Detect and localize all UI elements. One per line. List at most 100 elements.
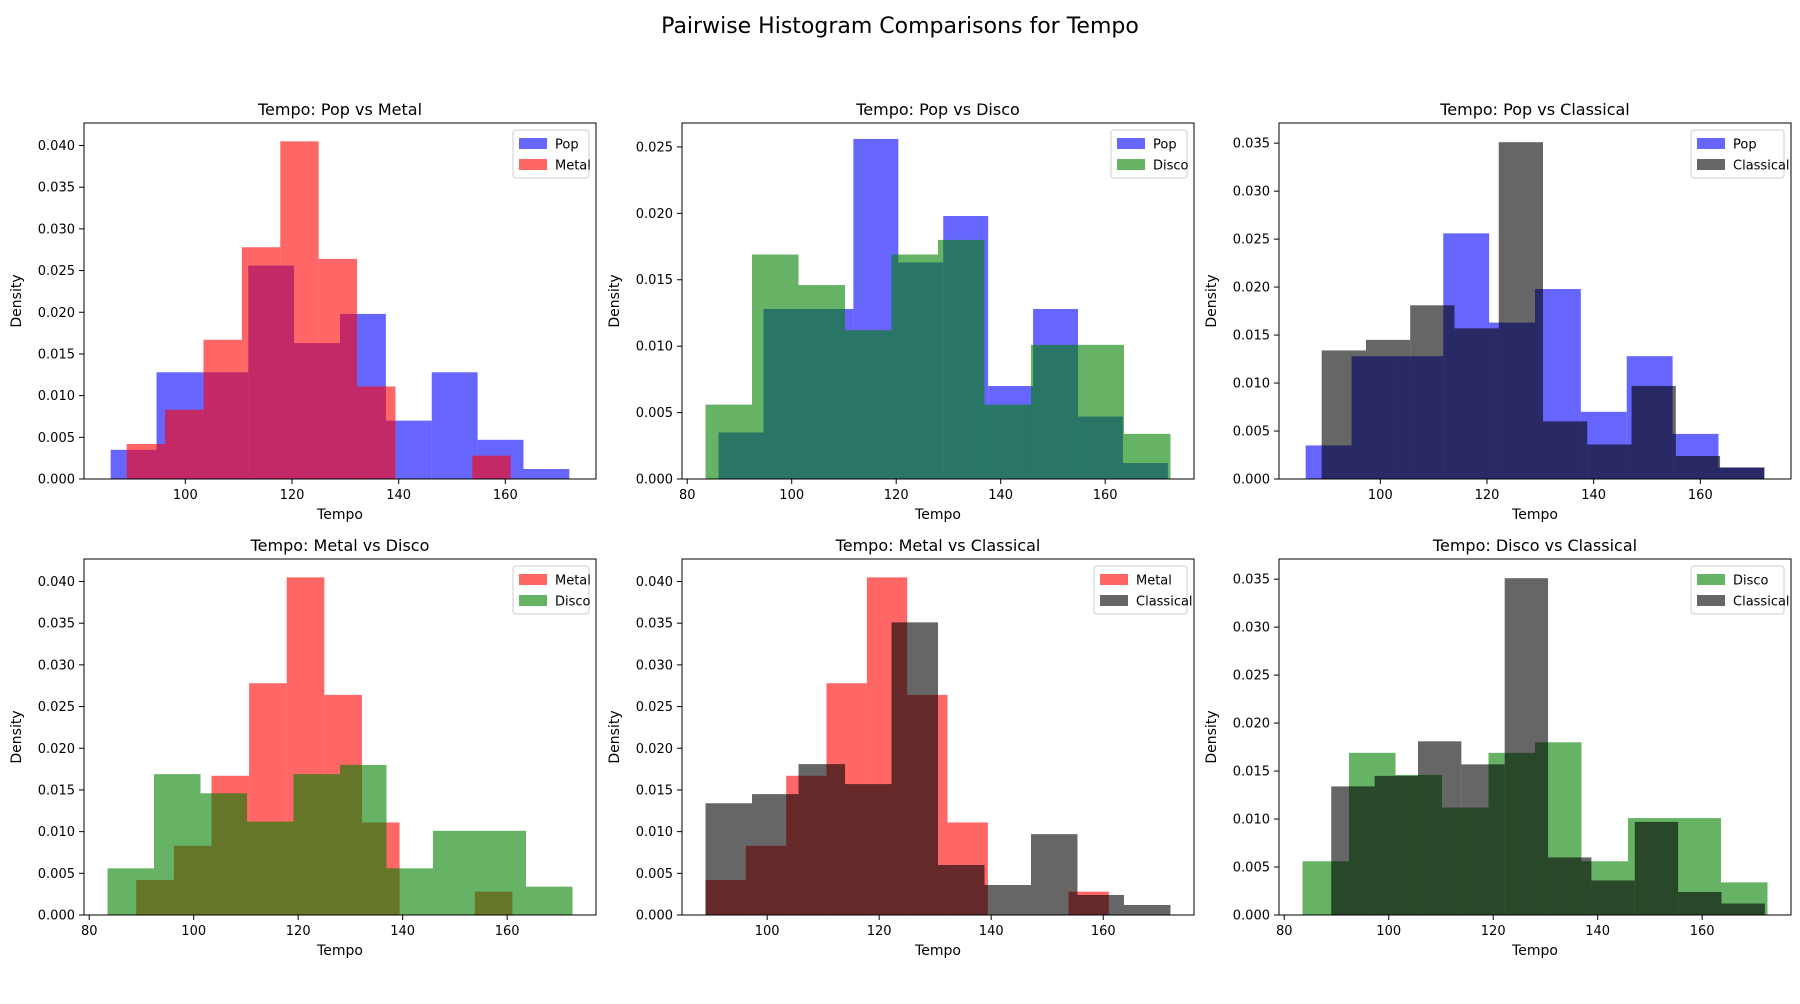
y-tick-label: 0.005 — [636, 406, 673, 421]
y-tick-label: 0.020 — [38, 306, 75, 321]
legend-swatch-disco — [1697, 574, 1725, 585]
series-disco — [705, 239, 1171, 479]
y-tick-label: 0.000 — [1233, 473, 1270, 488]
bar-classical-10 — [1123, 904, 1171, 915]
x-tick-label: 100 — [173, 488, 198, 503]
y-tick-label: 0.025 — [38, 700, 75, 715]
y-tick-label: 0.020 — [1233, 717, 1270, 732]
y-tick-label: 0.025 — [38, 264, 75, 279]
y-tick-label: 0.040 — [38, 575, 75, 590]
bar-pop-10 — [523, 468, 570, 479]
y-tick-label: 0.005 — [1233, 425, 1270, 440]
legend-label-metal: Metal — [555, 574, 591, 589]
legend-label-metal: Metal — [555, 159, 591, 174]
bar-disco-9 — [479, 830, 526, 915]
chart-title: Tempo: Pop vs Classical — [1439, 100, 1630, 119]
bar-classical-8 — [1030, 834, 1078, 915]
y-tick-label: 0.015 — [636, 783, 673, 798]
bar-disco-5 — [293, 774, 340, 915]
bar-classical-3 — [798, 764, 846, 915]
legend-label-disco: Disco — [1153, 159, 1189, 174]
bar-disco-4 — [845, 330, 892, 479]
legend-swatch-metal — [1100, 574, 1128, 585]
y-tick-label: 0.000 — [38, 909, 75, 924]
y-tick-label: 0.005 — [636, 867, 673, 882]
x-tick-label: 140 — [390, 924, 415, 939]
x-axis-label: Tempo — [316, 507, 363, 523]
legend-label-metal: Metal — [1136, 574, 1172, 589]
bar-disco-1 — [107, 868, 155, 915]
y-axis-label: Density — [1204, 274, 1220, 327]
bar-classical-7 — [1591, 880, 1635, 915]
legend-swatch-metal — [519, 159, 547, 170]
axes-frame — [681, 558, 1195, 916]
legend: Pop Metal — [512, 129, 591, 179]
bar-disco-6 — [340, 764, 387, 915]
y-tick-label: 0.035 — [636, 617, 673, 632]
bar-classical-9 — [1675, 455, 1721, 479]
bar-classical-5 — [1504, 578, 1549, 915]
bar-classical-4 — [845, 784, 892, 915]
figure-title: Pairwise Histogram Comparisons for Tempo — [661, 14, 1139, 39]
x-tick-label: 140 — [386, 488, 411, 503]
legend-label-classical: Classical — [1733, 595, 1790, 610]
y-tick-label: 0.005 — [1233, 861, 1270, 876]
bar-classical-10 — [1721, 903, 1765, 915]
bar-classical-1 — [1321, 350, 1366, 479]
bar-metal-1 — [126, 443, 166, 479]
x-axis-label: Tempo — [914, 943, 961, 959]
bar-classical-6 — [1543, 421, 1588, 479]
x-axis-label: Tempo — [316, 943, 363, 959]
x-tick-label: 120 — [286, 924, 311, 939]
series-classical — [1321, 142, 1765, 479]
axes-frame — [83, 558, 597, 916]
legend-swatch-classical — [1100, 595, 1128, 606]
bar-disco-4 — [247, 821, 294, 915]
legend-swatch-pop — [519, 138, 547, 149]
y-tick-label: 0.010 — [38, 389, 75, 404]
y-axis-label: Density — [607, 274, 623, 327]
y-tick-label: 0.020 — [38, 742, 75, 757]
bar-classical-8 — [1634, 821, 1679, 915]
legend-swatch-disco — [1117, 159, 1145, 170]
series-metal — [126, 141, 511, 479]
legend-label-classical: Classical — [1733, 159, 1790, 174]
y-tick-label: 0.020 — [636, 742, 673, 757]
x-tick-label: 160 — [495, 924, 520, 939]
bar-classical-9 — [1678, 891, 1722, 915]
legend-swatch-classical — [1697, 595, 1725, 606]
bar-pop-8 — [431, 372, 478, 479]
chart-panel-6: 80 100 120 140 160 0.000 0.005 0.010 0.015 0.020 0… — [1204, 536, 1792, 959]
bar-disco-3 — [200, 793, 248, 915]
y-tick-label: 0.030 — [38, 222, 75, 237]
axes-frame — [1278, 558, 1792, 916]
chart-panel-4: 80 100 120 140 160 0.000 0.005 0.010 0.015 0.020 0… — [9, 536, 597, 959]
bar-disco-10 — [1123, 433, 1171, 479]
y-tick-label: 0.000 — [636, 909, 673, 924]
y-tick-label: 0.025 — [636, 700, 673, 715]
y-tick-label: 0.025 — [636, 140, 673, 155]
bar-classical-1 — [1331, 786, 1375, 915]
legend-label-pop: Pop — [1733, 138, 1757, 153]
x-tick-label: 140 — [979, 924, 1004, 939]
chart-panel-1: 100 120 140 160 0.000 0.005 0.010 0.015 0.020 0.0… — [9, 100, 597, 523]
bar-classical-7 — [984, 884, 1031, 915]
chart-panel-5: 100 120 140 160 0.000 0.005 0.010 0.015 0.020 0.0… — [607, 536, 1195, 959]
y-tick-label: 0.010 — [1233, 377, 1270, 392]
x-tick-label: 160 — [1091, 924, 1116, 939]
bar-classical-4 — [1461, 764, 1505, 915]
x-tick-label: 160 — [1688, 488, 1713, 503]
bar-disco-2 — [154, 774, 201, 915]
x-tick-label: 120 — [1475, 488, 1500, 503]
y-tick-label: 0.030 — [1233, 185, 1270, 200]
y-tick-label: 0.035 — [1233, 137, 1270, 152]
y-tick-label: 0.035 — [1233, 573, 1270, 588]
bar-disco-7 — [984, 404, 1031, 479]
bar-classical-3 — [1410, 305, 1455, 479]
x-tick-label: 100 — [779, 488, 804, 503]
x-tick-label: 120 — [867, 924, 892, 939]
axes-frame — [83, 122, 597, 480]
bar-classical-10 — [1720, 467, 1765, 479]
